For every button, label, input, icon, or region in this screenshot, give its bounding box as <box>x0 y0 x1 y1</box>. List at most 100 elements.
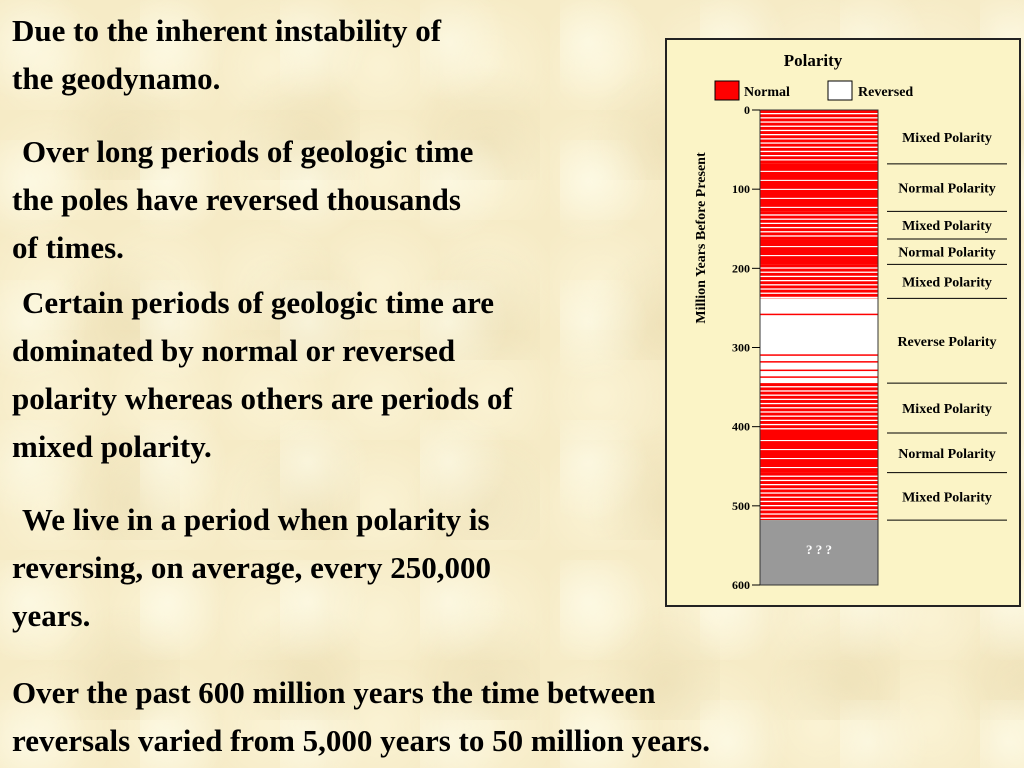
reversed-stripe <box>760 150 878 153</box>
reversed-stripe <box>760 235 878 237</box>
reversed-stripe <box>760 483 878 486</box>
period-label: Mixed Polarity <box>902 402 992 417</box>
reversed-stripe <box>760 504 878 507</box>
text-line: Due to the inherent instability of <box>12 13 442 48</box>
reversed-stripe <box>760 449 878 451</box>
text-line: Over long periods of geologic time <box>22 134 474 169</box>
tick-label: 200 <box>732 261 750 275</box>
reversed-stripe <box>760 479 878 482</box>
reversed-stripe <box>760 117 878 119</box>
text-line: Certain periods of geologic time are <box>22 285 495 320</box>
legend-reversed-label: Reversed <box>858 85 913 100</box>
reversed-stripe <box>760 467 878 469</box>
period-label: Normal Polarity <box>898 182 996 197</box>
mixed-segment <box>760 211 878 240</box>
reversed-stripe <box>760 496 878 498</box>
mixed-segment <box>760 110 878 164</box>
y-axis-ticks: 0 100 200 300 400 500 600 <box>732 103 760 592</box>
reversed-stripe <box>760 407 878 409</box>
text-line: the poles have reversed thousands <box>12 182 461 217</box>
period-label: Mixed Polarity <box>902 219 992 234</box>
reversed-stripe <box>760 288 878 290</box>
legend-normal-swatch <box>714 80 740 101</box>
reversed-stripe <box>760 121 878 123</box>
tick-label: 400 <box>732 420 750 434</box>
normal-segment <box>760 433 878 473</box>
reversed-stripe <box>760 513 878 515</box>
reversed-stripe <box>760 206 878 208</box>
polarity-chart: Polarity Normal Reversed Million Years B… <box>694 51 1007 592</box>
reversed-stripe <box>760 142 878 144</box>
text-line: reversing, on average, every 250,000 <box>12 550 491 585</box>
reversed-stripe <box>760 488 878 490</box>
tick-label: 0 <box>744 103 750 117</box>
reversed-stripe <box>760 275 878 278</box>
tick-label: 100 <box>732 182 750 196</box>
legend-normal-label: Normal <box>744 85 790 100</box>
paragraph-past-600: Over the past 600 million years the time… <box>12 669 710 765</box>
text-line: years. <box>12 598 91 633</box>
mixed-segment <box>760 472 878 521</box>
text-line: polarity whereas others are periods of <box>12 381 513 416</box>
period-label: Reverse Polarity <box>897 335 996 350</box>
reversed-stripe <box>760 255 878 257</box>
reversed-stripe <box>760 246 878 248</box>
reversed-stripe <box>760 179 878 181</box>
reversed-stripe <box>760 188 878 190</box>
reversed-stripe <box>760 138 878 140</box>
period-label: Normal Polarity <box>898 246 996 261</box>
reversed-stripe <box>760 517 878 519</box>
reversed-stripe <box>760 423 878 426</box>
reversed-stripe <box>760 170 878 172</box>
reversed-stripe <box>760 146 878 148</box>
reversed-stripe <box>760 390 878 392</box>
reversed-stripe <box>760 279 878 282</box>
reversed-stripe <box>760 222 878 225</box>
period-label: Mixed Polarity <box>902 131 992 146</box>
reversed-stripe <box>760 267 878 269</box>
reversed-stripe <box>760 440 878 442</box>
text-line: Over the past 600 million years the time… <box>12 675 656 710</box>
legend-reversed-swatch <box>827 80 853 101</box>
text-line: of times. <box>12 230 124 265</box>
paragraph-periods: Certain periods of geologic time are dom… <box>12 279 513 471</box>
reversed-stripe <box>760 386 878 388</box>
reversed-stripe <box>760 292 878 294</box>
chart-title: Polarity <box>784 51 843 70</box>
period-label: Mixed Polarity <box>902 275 992 290</box>
text-line: mixed polarity. <box>12 429 212 464</box>
reversed-stripe <box>760 125 878 127</box>
reversed-stripe <box>760 419 878 422</box>
reversed-stripe <box>760 155 878 157</box>
reversed-stripe <box>760 231 878 233</box>
text-line: dominated by normal or reversed <box>12 333 456 368</box>
unknown-label: ? ? ? <box>806 542 832 557</box>
tick-label: 300 <box>732 341 750 355</box>
reversed-stripe <box>760 398 878 401</box>
reversed-stripe <box>760 509 878 511</box>
reversed-stripe <box>760 475 878 477</box>
reversed-stripe <box>760 500 878 503</box>
reversed-stripe <box>760 415 878 417</box>
y-axis-label: Million Years Before Present <box>694 152 709 324</box>
period-labels: Mixed Polarity Normal Polarity Mixed Polar… <box>887 131 1007 521</box>
reversed-segment <box>760 298 878 384</box>
reversed-stripe <box>760 129 878 132</box>
paragraph-instability: Due to the inherent instability of the g… <box>12 7 441 103</box>
tick-label: 600 <box>732 578 750 592</box>
reversed-stripe <box>760 214 878 216</box>
reversed-stripe <box>760 159 878 161</box>
reversed-stripe <box>760 134 878 136</box>
normal-stripe <box>760 313 878 316</box>
paragraph-current-period: We live in a period when polarity is rev… <box>12 496 491 640</box>
tick-label: 500 <box>732 499 750 513</box>
reversed-stripe <box>760 458 878 460</box>
reversed-stripe <box>760 296 878 299</box>
reversed-stripe <box>760 113 878 115</box>
normal-segment <box>760 239 878 265</box>
reversed-stripe <box>760 428 878 430</box>
normal-stripe <box>760 361 878 363</box>
reversed-stripe <box>760 218 878 220</box>
reversed-stripe <box>760 197 878 199</box>
reversed-stripe <box>760 284 878 286</box>
